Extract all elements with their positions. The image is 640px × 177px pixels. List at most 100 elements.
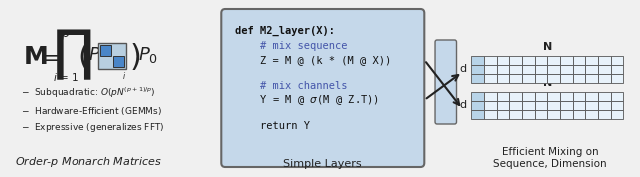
Bar [598,101,611,110]
Bar [573,65,586,74]
Bar [471,101,484,110]
Bar [560,92,573,101]
Text: $-$  Expressive (generalizes FFT): $-$ Expressive (generalizes FFT) [21,121,164,133]
Text: $\mathbf{M}$: $\mathbf{M}$ [23,45,47,69]
Bar [547,74,560,83]
Bar [598,110,611,119]
Bar [471,110,484,119]
Bar [471,74,484,83]
FancyBboxPatch shape [435,40,456,124]
Bar [573,101,586,110]
Bar [547,110,560,119]
Bar [522,92,534,101]
Bar [560,65,573,74]
Bar [611,110,623,119]
Bar [497,110,509,119]
Bar [547,92,560,101]
Bar [497,74,509,83]
Text: Order-$p$ Monarch Matrices: Order-$p$ Monarch Matrices [15,155,162,169]
Bar [560,74,573,83]
Text: Efficient Mixing on
Sequence, Dimension: Efficient Mixing on Sequence, Dimension [493,147,607,169]
Bar [573,110,586,119]
Bar [611,101,623,110]
Bar [534,101,547,110]
Bar [509,110,522,119]
Bar [497,56,509,65]
Bar [586,110,598,119]
Bar [484,101,497,110]
Text: $($: $($ [77,41,88,73]
Text: N: N [543,78,552,88]
Bar [497,101,509,110]
Bar [560,56,573,65]
Text: $P_0$: $P_0$ [138,45,158,65]
Bar [611,92,623,101]
Bar [522,65,534,74]
Text: Z = M @ (k * (M @ X)): Z = M @ (k * (M @ X)) [235,55,391,65]
Text: $\prod$: $\prod$ [52,28,92,82]
Bar [586,74,598,83]
Bar [484,92,497,101]
Bar [484,110,497,119]
Bar [611,74,623,83]
Bar [509,92,522,101]
Bar [484,65,497,74]
Bar [598,65,611,74]
Text: Y = M @ $\sigma$(M @ Z.T)): Y = M @ $\sigma$(M @ Z.T)) [235,93,379,107]
Text: return Y: return Y [235,121,310,131]
Text: N: N [543,42,552,52]
Text: $p$: $p$ [61,28,71,42]
Bar [509,56,522,65]
Bar [509,101,522,110]
Bar [560,101,573,110]
Text: d: d [459,64,467,75]
Bar [611,56,623,65]
Bar [586,65,598,74]
Bar [586,101,598,110]
Bar [471,65,484,74]
Bar [534,65,547,74]
Bar [471,56,484,65]
Bar [522,110,534,119]
Bar [586,92,598,101]
FancyBboxPatch shape [221,9,424,167]
Bar [484,56,497,65]
Text: Simple Layers: Simple Layers [284,159,362,169]
Bar [471,92,484,101]
Text: $)$: $)$ [129,41,140,73]
Bar [573,56,586,65]
Bar [497,65,509,74]
Bar [522,101,534,110]
Bar [497,92,509,101]
Text: $=$: $=$ [37,47,60,67]
Bar [534,56,547,65]
Text: # mix sequence: # mix sequence [235,41,348,51]
Bar [598,74,611,83]
Bar [534,110,547,119]
Text: $-$  Hardware-Efficient (GEMMs): $-$ Hardware-Efficient (GEMMs) [21,105,163,117]
Text: def M2_layer(X):: def M2_layer(X): [235,26,335,36]
Bar [560,110,573,119]
Bar [586,56,598,65]
Text: # mix channels: # mix channels [235,81,348,91]
Text: d: d [459,101,467,110]
Bar [509,74,522,83]
Bar [547,65,560,74]
Text: $i\,{=}\,1$: $i\,{=}\,1$ [52,71,79,83]
Text: $_i$: $_i$ [122,71,126,83]
Bar [598,92,611,101]
Bar [113,56,124,67]
Text: $-$  Subquadratic: $O(pN^{(p+1)/p})$: $-$ Subquadratic: $O(pN^{(p+1)/p})$ [21,86,156,100]
Bar [598,56,611,65]
Bar [484,74,497,83]
Bar [522,74,534,83]
Bar [547,101,560,110]
Bar [100,45,111,56]
Bar [534,74,547,83]
Bar [611,65,623,74]
Bar [509,65,522,74]
FancyBboxPatch shape [99,43,125,69]
Bar [522,56,534,65]
Text: $P_i$: $P_i$ [88,45,104,65]
Bar [573,74,586,83]
